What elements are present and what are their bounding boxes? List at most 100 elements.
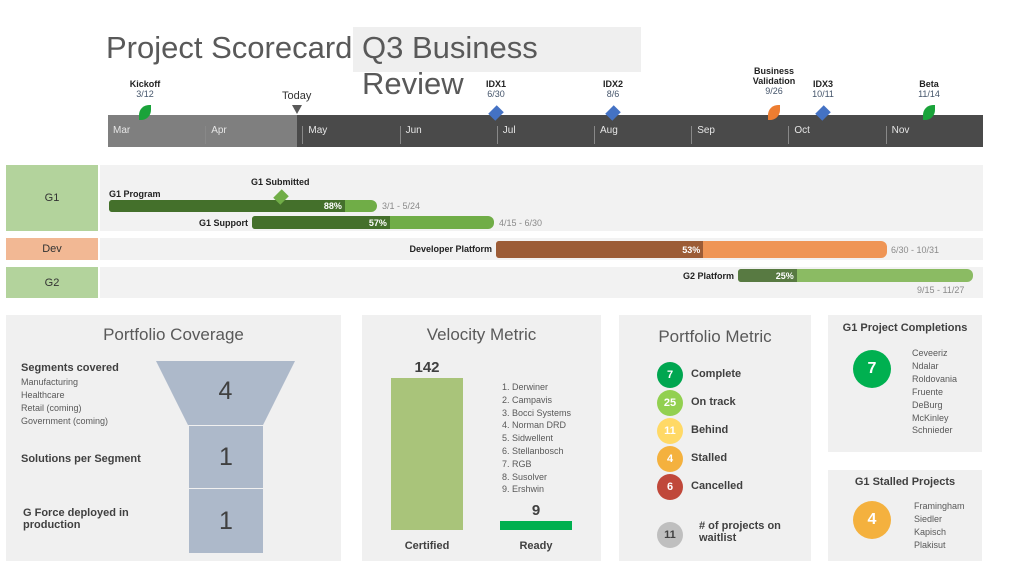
panel-title: G1 Project Completions bbox=[842, 322, 968, 334]
panel-title: G1 Stalled Projects bbox=[854, 476, 956, 488]
solutions-label: Solutions per Segment bbox=[21, 453, 141, 465]
today-marker-icon bbox=[292, 105, 302, 114]
task-progress: 53% bbox=[496, 241, 704, 258]
status-label: Cancelled bbox=[691, 480, 743, 492]
list-item: Fruente bbox=[912, 386, 944, 397]
month-label: Aug bbox=[594, 126, 618, 144]
task-dates: 9/15 - 11/27 bbox=[917, 285, 965, 295]
portfolio-metric-panel: Portfolio Metric 7 Complete 25 On track 11 Be… bbox=[619, 315, 811, 561]
list-item: DeBurg bbox=[912, 399, 943, 410]
milestone[interactable]: IDX1 6/30 bbox=[456, 79, 536, 99]
task-bar[interactable]: 57% bbox=[252, 216, 494, 229]
deployed-label: G Force deployed in production bbox=[23, 507, 129, 531]
milestone-date: 10/11 bbox=[812, 89, 834, 99]
segments-list: Manufacturing Healthcare Retail (coming) Go… bbox=[21, 376, 108, 428]
certified-value: 142 bbox=[414, 359, 440, 376]
list-item: 9. Ershwin bbox=[502, 484, 545, 495]
milestone-label: G1 Submitted bbox=[251, 177, 310, 187]
status-label: Behind bbox=[691, 424, 729, 436]
list-item: 1. Derwiner bbox=[502, 382, 549, 392]
lane-g1 bbox=[100, 165, 983, 231]
month-label: Apr bbox=[205, 126, 227, 144]
milestone-name: Beta bbox=[919, 79, 939, 89]
today-label: Today bbox=[282, 90, 312, 102]
list-item: 7. RGB bbox=[502, 458, 532, 469]
month-label: Mar bbox=[113, 125, 131, 136]
page-subtitle: Q3 Business Review bbox=[353, 27, 641, 101]
panel-title: Velocity Metric bbox=[426, 325, 537, 344]
month-label: May bbox=[302, 126, 327, 144]
month-label: Jun bbox=[399, 126, 422, 144]
leaf-milestone-icon bbox=[768, 105, 780, 120]
task-progress: 25% bbox=[738, 269, 797, 282]
list-item: Manufacturing bbox=[21, 377, 79, 387]
list-item: Ndalar bbox=[912, 360, 939, 371]
task-label: G1 Support bbox=[199, 218, 248, 228]
milestone-date: 11/14 bbox=[918, 89, 940, 99]
list-item: Government (coming) bbox=[21, 416, 109, 426]
status-label: Complete bbox=[691, 368, 742, 380]
task-bar[interactable]: 25% bbox=[738, 269, 973, 282]
list-item: 6. Stellanbosch bbox=[502, 445, 564, 456]
segments-label: Segments covered bbox=[21, 362, 119, 374]
ready-value: 9 bbox=[531, 502, 541, 519]
milestone[interactable]: Kickoff 3/12 bbox=[105, 79, 185, 99]
task-progress: 88% bbox=[109, 200, 345, 212]
list-item: Roldovania bbox=[912, 373, 958, 384]
page-title: Project Scorecard bbox=[106, 30, 353, 65]
task-dates: 6/30 - 10/31 bbox=[891, 245, 940, 255]
certified-bar bbox=[391, 378, 463, 530]
lane-label-dev: Dev bbox=[6, 238, 98, 260]
velocity-metric-panel: Velocity Metric 142 Certified 1. Derwine… bbox=[362, 315, 601, 561]
month-label: Nov bbox=[885, 126, 909, 144]
task-bar[interactable]: 53% bbox=[496, 241, 887, 258]
portfolio-coverage-panel: Portfolio Coverage Segments covered Manu… bbox=[6, 315, 341, 561]
status-label: On track bbox=[691, 396, 736, 408]
list-item: 4. Norman DRD bbox=[502, 420, 567, 431]
milestone[interactable]: Business Validation 9/26 bbox=[734, 66, 814, 96]
lane-label-g1: G1 bbox=[6, 165, 98, 231]
milestone-name: IDX2 bbox=[602, 79, 623, 89]
status-label: Stalled bbox=[691, 452, 728, 464]
list-item: 2. Campavis bbox=[502, 394, 553, 405]
milestone[interactable]: IDX3 10/11 bbox=[783, 79, 863, 99]
g1-stalled-panel: G1 Stalled Projects 4 Framingham Siedler K… bbox=[828, 470, 982, 561]
deployed-value: 1 bbox=[189, 489, 263, 553]
month-label: Sep bbox=[691, 126, 715, 144]
task-dates: 4/15 - 6/30 bbox=[499, 218, 543, 228]
list-item: Healthcare bbox=[21, 390, 65, 400]
stalled-count: 4 bbox=[853, 501, 891, 539]
waitlist-label: # of projects on waitlist bbox=[699, 520, 781, 544]
certified-label: Certified bbox=[404, 540, 450, 552]
task-label: Developer Platform bbox=[409, 244, 492, 254]
solutions-value: 1 bbox=[189, 426, 263, 488]
waitlist-count: 11 bbox=[657, 522, 683, 548]
panel-title: Portfolio Coverage bbox=[103, 325, 244, 344]
status-count-badge: 4 bbox=[657, 446, 683, 472]
milestone-date: 9/26 bbox=[765, 86, 783, 96]
leaf-milestone-icon bbox=[923, 105, 935, 120]
month-label: Oct bbox=[788, 126, 810, 144]
certified-list: 1. Derwiner 2. Campavis 3. Bocci Systems 4.… bbox=[502, 381, 571, 496]
ready-label: Ready bbox=[519, 540, 553, 552]
task-dates: 3/1 - 5/24 bbox=[382, 201, 421, 211]
status-count-badge: 7 bbox=[657, 362, 683, 388]
task-bar[interactable]: 88% bbox=[109, 200, 377, 212]
month-label: Jul bbox=[496, 126, 516, 144]
panel-title: Portfolio Metric bbox=[658, 327, 772, 346]
ready-bar bbox=[500, 521, 572, 530]
milestone[interactable]: IDX2 8/6 bbox=[573, 79, 653, 99]
g1-completions-panel: G1 Project Completions 7 Ceveeriz Ndalar R… bbox=[828, 315, 982, 452]
list-item: Plakisut bbox=[914, 539, 946, 550]
status-count-badge: 6 bbox=[657, 474, 683, 500]
timeline-elapsed bbox=[108, 115, 297, 147]
list-item: McKinley bbox=[912, 412, 949, 423]
milestone-name: Kickoff bbox=[129, 79, 161, 89]
list-item: Kapisch bbox=[914, 526, 947, 537]
completions-list: Ceveeriz Ndalar Roldovania Fruente DeBurg McK… bbox=[912, 347, 957, 437]
status-count-badge: 25 bbox=[657, 390, 683, 416]
list-item: 3. Bocci Systems bbox=[502, 407, 572, 418]
task-label: G2 Platform bbox=[682, 271, 734, 281]
lane-label-g2: G2 bbox=[6, 267, 98, 298]
milestone[interactable]: Beta 11/14 bbox=[889, 79, 969, 99]
